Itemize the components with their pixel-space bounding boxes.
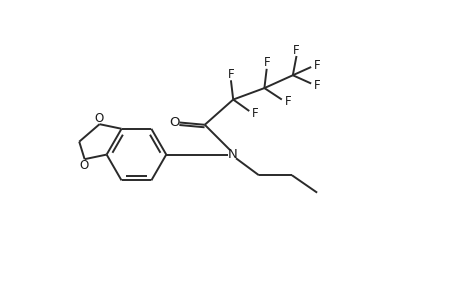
Text: F: F — [263, 56, 269, 69]
Text: F: F — [313, 59, 320, 72]
Text: O: O — [79, 159, 89, 172]
Text: F: F — [284, 95, 291, 108]
Text: F: F — [227, 68, 234, 81]
Text: F: F — [313, 79, 320, 92]
Text: F: F — [292, 44, 299, 56]
Text: O: O — [168, 116, 179, 129]
Text: F: F — [251, 107, 257, 120]
Text: O: O — [94, 112, 103, 125]
Text: N: N — [227, 148, 237, 161]
